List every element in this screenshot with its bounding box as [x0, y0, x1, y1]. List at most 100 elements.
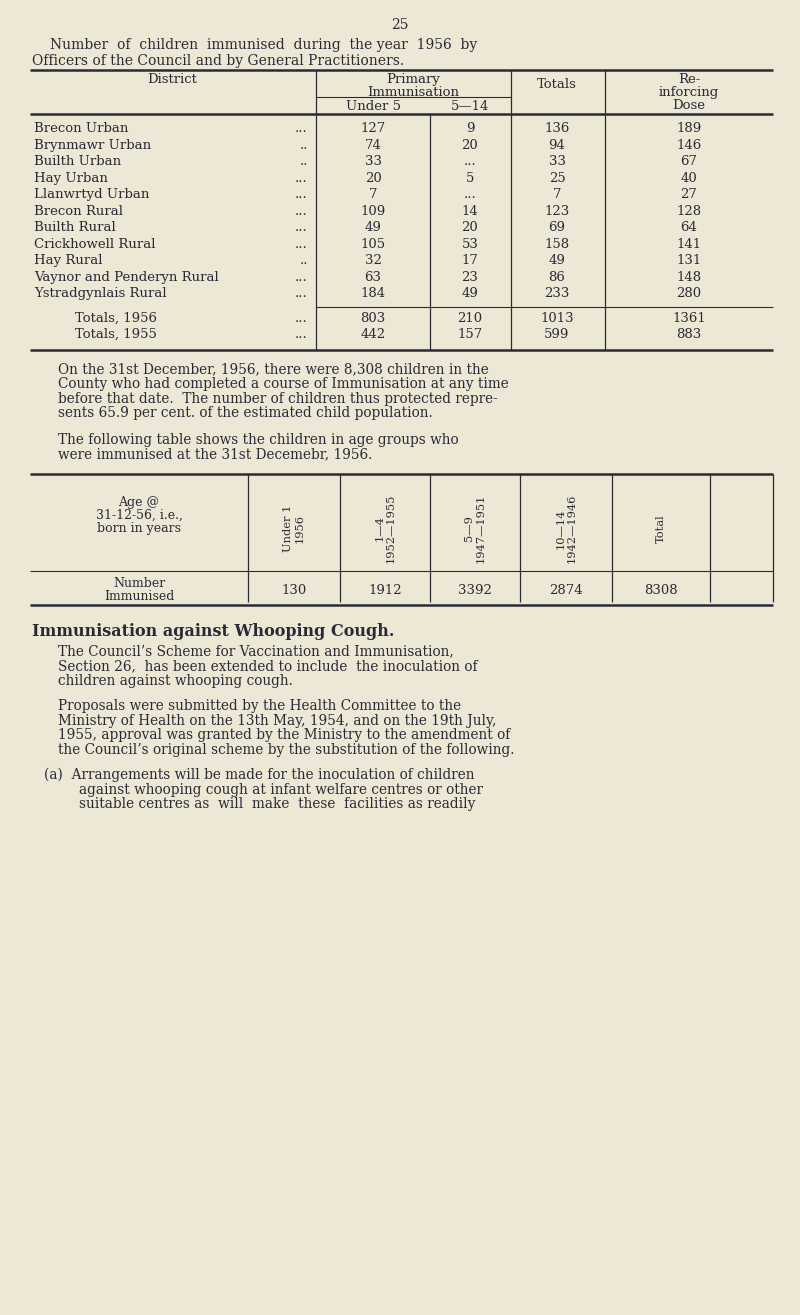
Text: Officers of the Council and by General Practitioners.: Officers of the Council and by General P…: [32, 54, 404, 68]
Text: 146: 146: [676, 138, 702, 151]
Text: 1—4
1952—1955: 1—4 1952—1955: [374, 494, 396, 563]
Text: Brecon Rural: Brecon Rural: [34, 205, 123, 217]
Text: before that date.  The number of children thus protected repre-: before that date. The number of children…: [58, 392, 498, 405]
Text: District: District: [147, 74, 197, 85]
Text: 14: 14: [462, 205, 478, 217]
Text: 20: 20: [462, 138, 478, 151]
Text: Ystradgynlais Rural: Ystradgynlais Rural: [34, 287, 166, 300]
Text: 40: 40: [681, 171, 698, 184]
Text: 131: 131: [676, 254, 702, 267]
Text: Age @: Age @: [118, 496, 159, 509]
Text: ...: ...: [295, 188, 308, 201]
Text: 33: 33: [365, 155, 382, 168]
Text: 33: 33: [549, 155, 566, 168]
Text: 127: 127: [360, 122, 386, 135]
Text: 184: 184: [361, 287, 386, 300]
Text: 20: 20: [365, 171, 382, 184]
Text: Crickhowell Rural: Crickhowell Rural: [34, 238, 155, 250]
Text: 136: 136: [544, 122, 570, 135]
Text: 5—14: 5—14: [451, 100, 489, 113]
Text: ...: ...: [295, 122, 308, 135]
Text: 23: 23: [462, 271, 478, 284]
Text: 69: 69: [549, 221, 566, 234]
Text: 27: 27: [681, 188, 698, 201]
Text: 157: 157: [458, 327, 482, 341]
Text: Immunisation: Immunisation: [367, 85, 459, 99]
Text: Totals: Totals: [537, 78, 577, 91]
Text: 2874: 2874: [549, 584, 583, 597]
Text: ...: ...: [295, 327, 308, 341]
Text: 74: 74: [365, 138, 382, 151]
Text: 9: 9: [466, 122, 474, 135]
Text: 49: 49: [462, 287, 478, 300]
Text: 233: 233: [544, 287, 570, 300]
Text: County who had completed a course of Immunisation at any time: County who had completed a course of Imm…: [58, 377, 509, 391]
Text: 7: 7: [553, 188, 562, 201]
Text: 5: 5: [466, 171, 474, 184]
Text: children against whooping cough.: children against whooping cough.: [58, 673, 293, 688]
Text: ..: ..: [299, 254, 308, 267]
Text: 32: 32: [365, 254, 382, 267]
Text: ...: ...: [295, 271, 308, 284]
Text: 123: 123: [544, 205, 570, 217]
Text: 5—9
1947—1951: 5—9 1947—1951: [464, 494, 486, 563]
Text: Immunisation against Whooping Cough.: Immunisation against Whooping Cough.: [32, 622, 394, 639]
Text: 7: 7: [369, 188, 378, 201]
Text: 1912: 1912: [368, 584, 402, 597]
Text: ..: ..: [299, 138, 308, 151]
Text: 599: 599: [544, 327, 570, 341]
Text: 63: 63: [365, 271, 382, 284]
Text: Dose: Dose: [673, 99, 706, 112]
Text: 442: 442: [361, 327, 386, 341]
Text: 49: 49: [549, 254, 566, 267]
Text: On the 31st December, 1956, there were 8,308 children in the: On the 31st December, 1956, there were 8…: [58, 363, 489, 376]
Text: Proposals were submitted by the Health Committee to the: Proposals were submitted by the Health C…: [58, 700, 461, 713]
Text: 10—14
1942—1946: 10—14 1942—1946: [555, 494, 577, 563]
Text: Under 1
1956: Under 1 1956: [283, 505, 305, 552]
Text: Vaynor and Penderyn Rural: Vaynor and Penderyn Rural: [34, 271, 218, 284]
Text: 280: 280: [677, 287, 702, 300]
Text: Under 5: Under 5: [346, 100, 401, 113]
Text: 3392: 3392: [458, 584, 492, 597]
Text: sents 65.9 per cent. of the estimated child population.: sents 65.9 per cent. of the estimated ch…: [58, 406, 433, 419]
Text: 803: 803: [360, 312, 386, 325]
Text: ...: ...: [295, 287, 308, 300]
Text: 67: 67: [681, 155, 698, 168]
Text: the Council’s original scheme by the substitution of the following.: the Council’s original scheme by the sub…: [58, 743, 514, 756]
Text: ...: ...: [464, 188, 476, 201]
Text: Brynmawr Urban: Brynmawr Urban: [34, 138, 151, 151]
Text: 158: 158: [545, 238, 570, 250]
Text: Totals, 1956: Totals, 1956: [75, 312, 157, 325]
Text: Brecon Urban: Brecon Urban: [34, 122, 128, 135]
Text: Hay Rural: Hay Rural: [34, 254, 102, 267]
Text: Total: Total: [656, 514, 666, 543]
Text: 141: 141: [677, 238, 702, 250]
Text: inforcing: inforcing: [659, 85, 719, 99]
Text: Section 26,  has been extended to include  the inoculation of: Section 26, has been extended to include…: [58, 659, 478, 673]
Text: 189: 189: [676, 122, 702, 135]
Text: The following table shows the children in age groups who: The following table shows the children i…: [58, 433, 458, 447]
Text: were immunised at the 31st Decemebr, 1956.: were immunised at the 31st Decemebr, 195…: [58, 447, 372, 462]
Text: Primary: Primary: [386, 74, 441, 85]
Text: ...: ...: [464, 155, 476, 168]
Text: Number: Number: [113, 576, 165, 589]
Text: 130: 130: [282, 584, 306, 597]
Text: 86: 86: [549, 271, 566, 284]
Text: 25: 25: [549, 171, 566, 184]
Text: 1955, approval was granted by the Ministry to the amendment of: 1955, approval was granted by the Minist…: [58, 729, 510, 742]
Text: suitable centres as  will  make  these  facilities as readily: suitable centres as will make these faci…: [44, 797, 475, 811]
Text: ...: ...: [295, 171, 308, 184]
Text: 49: 49: [365, 221, 382, 234]
Text: ...: ...: [295, 312, 308, 325]
Text: born in years: born in years: [97, 522, 181, 534]
Text: 53: 53: [462, 238, 478, 250]
Text: ...: ...: [295, 205, 308, 217]
Text: 94: 94: [549, 138, 566, 151]
Text: 148: 148: [677, 271, 702, 284]
Text: 64: 64: [681, 221, 698, 234]
Text: Re-: Re-: [678, 74, 700, 85]
Text: ...: ...: [295, 221, 308, 234]
Text: 20: 20: [462, 221, 478, 234]
Text: (a)  Arrangements will be made for the inoculation of children: (a) Arrangements will be made for the in…: [44, 768, 474, 782]
Text: Builth Rural: Builth Rural: [34, 221, 116, 234]
